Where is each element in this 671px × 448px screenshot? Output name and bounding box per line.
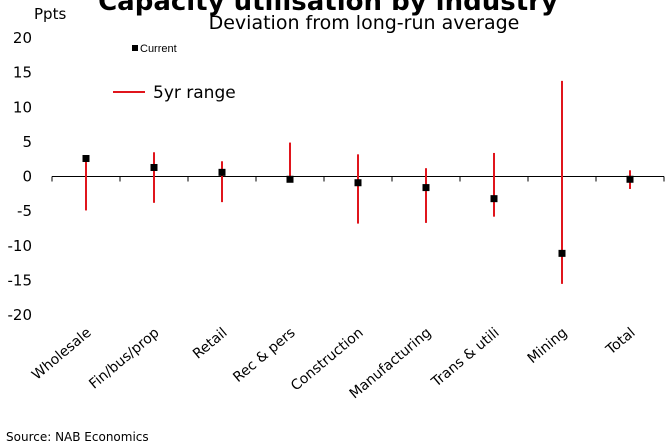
y-tick-label: 0 — [22, 168, 32, 186]
x-tick-label: Total — [602, 325, 638, 359]
y-tick-label: 10 — [13, 98, 32, 116]
x-tick-label: Wholesale — [29, 325, 95, 384]
x-tick-label: Mining — [525, 325, 571, 367]
legend: Current 5yr range — [113, 43, 236, 103]
current-point — [286, 175, 294, 183]
y-tick-label: -5 — [17, 202, 32, 220]
current-point — [150, 163, 158, 171]
y-tick-labels: 20 15 10 5 0 -5 -10 -15 -20 — [8, 29, 33, 324]
legend-current-marker — [132, 45, 138, 51]
x-tick-label: Rec & pers — [230, 325, 298, 386]
current-point — [422, 184, 430, 192]
legend-range-label: 5yr range — [153, 83, 236, 103]
y-axis-unit-label: Ppts — [34, 5, 66, 23]
y-tick-label: -10 — [8, 237, 33, 255]
current-point — [558, 249, 566, 257]
x-tick-label: Trans & utili — [428, 325, 503, 391]
y-tick-label: 5 — [22, 133, 32, 151]
x-tick-marks — [51, 176, 665, 182]
source-note: Source: NAB Economics — [6, 430, 149, 444]
x-tick-label: Fin/bus/prop — [86, 325, 162, 393]
chart-subtitle: Deviation from long-run average — [209, 12, 520, 34]
chart-title: Capacity utilisation by industry — [98, 0, 558, 17]
current-point — [626, 175, 634, 183]
y-tick-label: -15 — [8, 271, 33, 289]
current-point — [82, 154, 90, 162]
current-point — [354, 179, 362, 187]
y-tick-label: 20 — [13, 29, 32, 47]
x-tick-label: Retail — [190, 325, 231, 363]
current-series — [82, 154, 634, 257]
current-point — [218, 168, 226, 176]
y-tick-label: 15 — [13, 64, 32, 82]
current-point — [490, 195, 498, 203]
y-tick-label: -20 — [8, 306, 33, 324]
legend-current-label: Current — [140, 43, 177, 55]
